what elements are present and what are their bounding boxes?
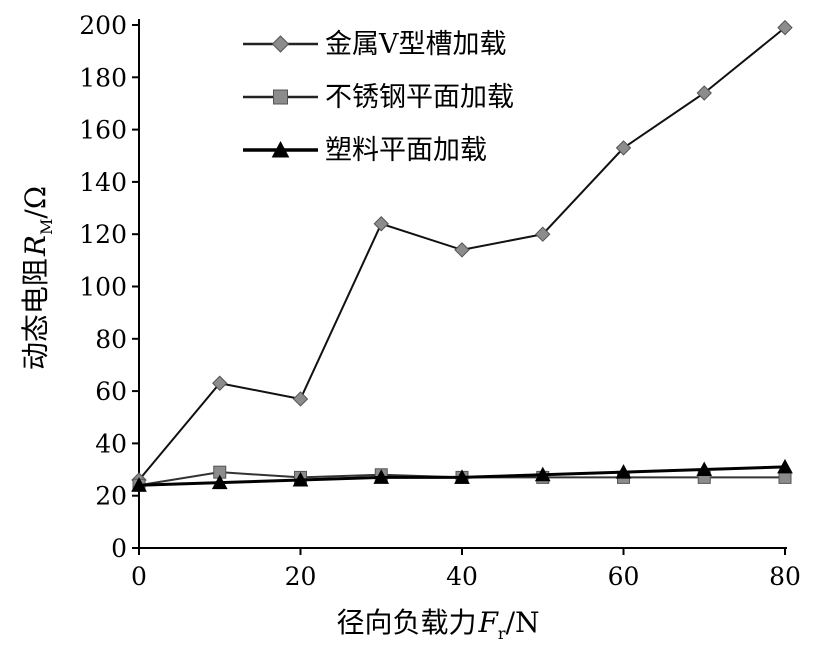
y-tick-label: 180 (79, 63, 127, 92)
data-point (696, 461, 713, 477)
legend-item-2: 不锈钢平面加载 (243, 82, 514, 113)
y-tick-label: 160 (79, 116, 127, 145)
x-tick-label: 80 (769, 562, 801, 591)
data-point (615, 140, 632, 156)
legend-item-3: 塑料平面加载 (243, 135, 487, 166)
y-tick-label: 200 (79, 11, 127, 40)
legend-marker (271, 140, 290, 158)
series-3 (131, 458, 793, 492)
data-point (454, 242, 470, 258)
y-tick-label: 140 (79, 168, 127, 197)
y-tick-label: 120 (79, 220, 127, 249)
data-point (777, 458, 793, 474)
y-tick-label: 40 (95, 429, 127, 458)
x-tick-label: 60 (608, 562, 640, 591)
data-point (292, 471, 309, 487)
y-tick-label: 20 (95, 482, 127, 511)
x-tick-label: 40 (446, 562, 478, 591)
data-point (212, 375, 228, 391)
y-tick-label: 0 (111, 534, 127, 563)
legend-label: 金属V型槽加载 (325, 29, 507, 60)
data-point (534, 466, 551, 482)
data-point (292, 391, 309, 407)
x-tick-label: 20 (285, 562, 317, 591)
data-point (696, 85, 712, 101)
data-point (131, 477, 147, 492)
data-point (615, 464, 632, 479)
data-point (535, 226, 551, 242)
legend-item-1: 金属V型槽加载 (243, 29, 507, 60)
y-tick-label: 100 (79, 273, 127, 302)
legend-marker (271, 35, 290, 53)
legend-label: 不锈钢平面加载 (325, 82, 514, 113)
y-tick-label: 60 (95, 377, 127, 406)
legend-label: 塑料平面加载 (325, 135, 487, 166)
series-1 (131, 19, 793, 488)
data-point (454, 469, 470, 484)
series-layer (131, 19, 793, 492)
data-point (211, 474, 228, 490)
x-axis-title: 径向负载力Fr/N (336, 606, 539, 643)
ticks: 0 20 40 60 80 100 120 140 160 180 200 0 20 40 60 80 (79, 11, 801, 591)
data-point (373, 216, 389, 232)
data-point (777, 19, 793, 36)
y-axis-title: 动态电阻RM/Ω (19, 186, 56, 370)
legend-marker (273, 89, 288, 105)
data-point (373, 469, 390, 484)
y-tick-label: 80 (95, 325, 127, 354)
x-tick-label: 0 (131, 562, 147, 591)
